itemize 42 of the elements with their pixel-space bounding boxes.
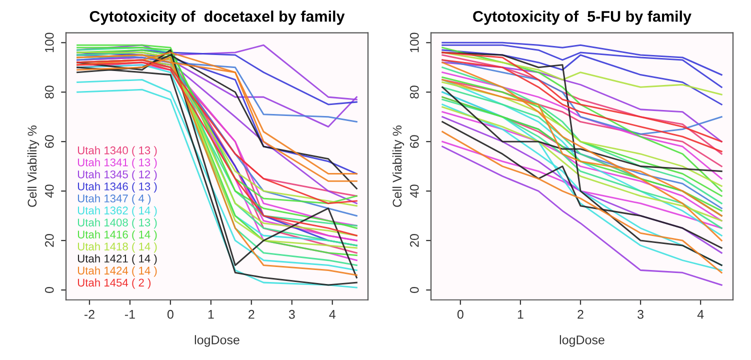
x-tick-label: 3	[638, 310, 644, 319]
x-tick-label: -2	[84, 310, 94, 319]
x-axis-title: logDose	[560, 335, 604, 347]
y-axis-title: Cell Viability %	[27, 126, 40, 207]
chart-title: Cytotoxicity of docetaxel by family	[90, 10, 345, 25]
x-tick-label: 2	[248, 310, 254, 319]
y-tick-label: 0	[410, 287, 419, 293]
y-tick-label: 100	[410, 32, 419, 52]
x-tick-label: -1	[124, 310, 135, 319]
y-tick-label: 20	[44, 234, 54, 247]
x-tick-label: 4	[697, 310, 704, 319]
text: Utah 1421 ( 14 )	[78, 254, 157, 265]
text: Utah 1454 ( 2 )	[78, 278, 151, 289]
y-tick-label: 60	[44, 135, 54, 148]
y-tick-label: 80	[410, 86, 419, 99]
x-tick-label: 4	[329, 310, 336, 319]
y-tick-label: 100	[44, 32, 54, 52]
y-tick-label: 60	[410, 135, 419, 148]
y-tick-label: 20	[410, 234, 419, 247]
x-tick-label: 3	[288, 310, 295, 319]
text: Utah 1416 ( 14 )	[78, 230, 157, 241]
text: Utah 1341 ( 13 )	[78, 158, 157, 169]
y-axis-title: Cell Viability %	[392, 126, 404, 207]
text: Utah 1345 ( 12 )	[78, 170, 157, 181]
chart-title: Cytotoxicity of 5-FU by family	[473, 10, 692, 25]
x-tick-label: 1	[518, 310, 524, 319]
text: Utah 1424 ( 14 )	[78, 266, 157, 277]
text: Utah 1346 ( 13 )	[78, 182, 157, 193]
y-tick-label: 0	[44, 287, 54, 293]
text: Utah 1362 ( 14 )	[78, 206, 157, 217]
y-tick-label: 40	[410, 184, 419, 198]
text: Utah 1408 ( 13 )	[78, 218, 157, 229]
text: Utah 1347 ( 4 )	[78, 194, 151, 205]
x-tick-label: 0	[167, 310, 174, 319]
text: Utah 1418 ( 14 )	[78, 242, 157, 253]
x-tick-label: 1	[208, 310, 214, 319]
x-tick-label: 0	[457, 310, 464, 319]
x-tick-label: 2	[578, 310, 584, 319]
text: Utah 1340 ( 13 )	[78, 146, 157, 156]
x-axis-title: logDose	[194, 335, 240, 347]
y-tick-label: 40	[44, 184, 54, 198]
y-tick-label: 80	[44, 86, 54, 99]
